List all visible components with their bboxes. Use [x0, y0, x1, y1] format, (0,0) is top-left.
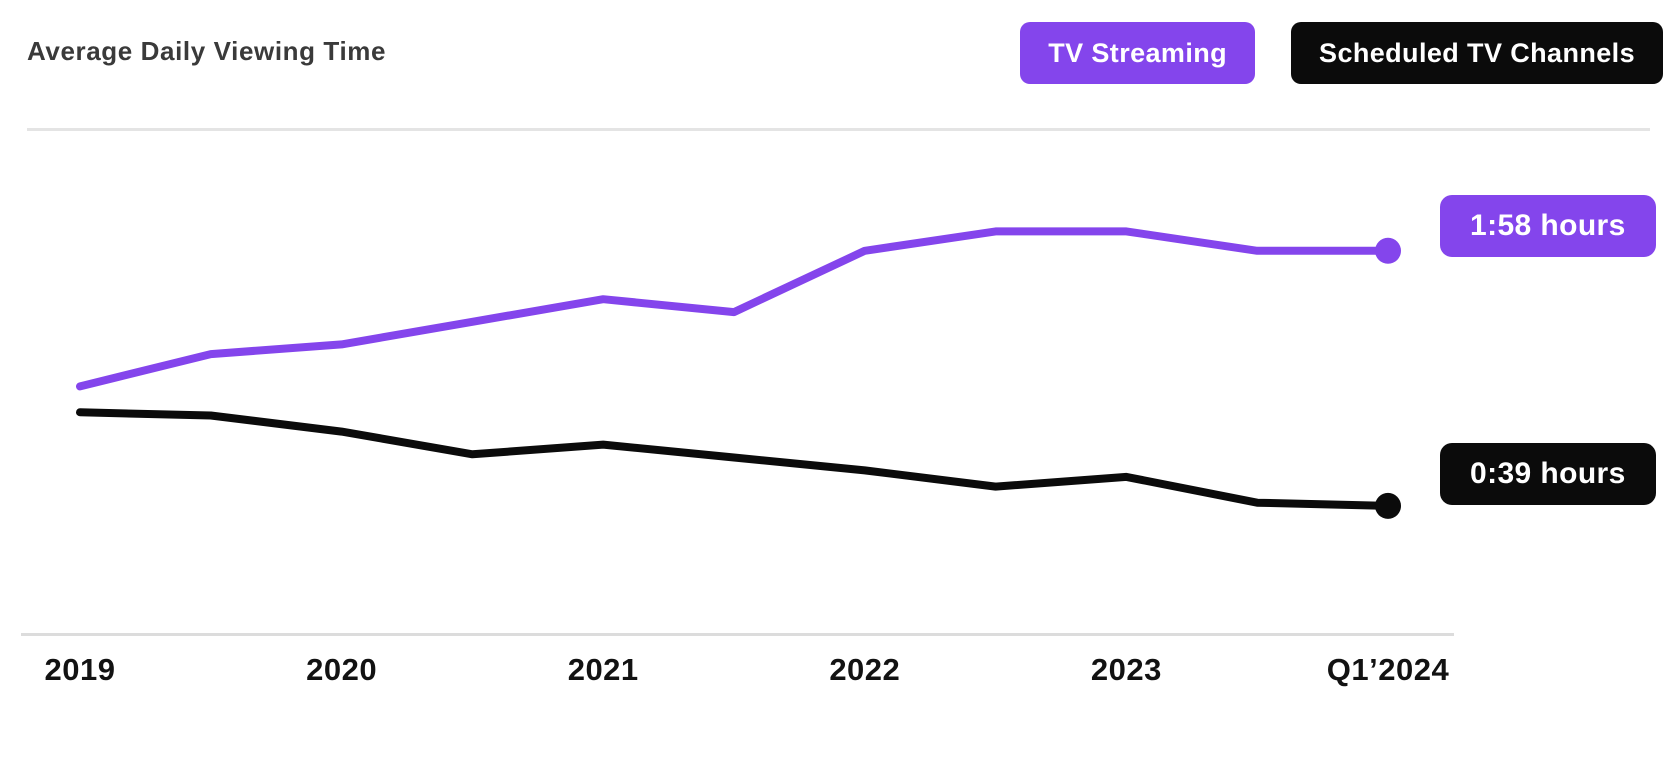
- x-axis-label: 2020: [306, 652, 378, 687]
- x-axis-label: 2023: [1090, 652, 1162, 687]
- legend: TV Streaming Scheduled TV Channels: [1020, 22, 1663, 84]
- x-axis-label: 2019: [44, 652, 116, 687]
- x-axis-line: [21, 633, 1454, 636]
- page-title: Average Daily Viewing Time: [27, 36, 387, 66]
- tv-streaming-value-label: 1:58 hours: [1470, 209, 1626, 242]
- header-divider: [27, 128, 1650, 131]
- scheduled-tv-endpoint-dot: [1375, 492, 1401, 519]
- x-axis-label: 2021: [567, 652, 639, 687]
- tv-streaming-value-badge: 1:58 hours: [1440, 195, 1656, 257]
- legend-label-tv-streaming: TV Streaming: [1048, 37, 1228, 68]
- x-axis-labels: 2019 2020 2021 2022 2023 Q1’2024: [0, 652, 1674, 696]
- tv-streaming-endpoint-dot: [1375, 237, 1401, 264]
- x-axis-label: 2022: [829, 652, 901, 687]
- legend-badge-tv-streaming[interactable]: TV Streaming: [1020, 22, 1256, 84]
- scheduled-tv-value-badge: 0:39 hours: [1440, 443, 1656, 505]
- tv-streaming-line: [76, 227, 1392, 391]
- scheduled-tv-line: [76, 408, 1392, 510]
- legend-badge-scheduled-tv[interactable]: Scheduled TV Channels: [1291, 22, 1663, 84]
- legend-label-scheduled-tv: Scheduled TV Channels: [1319, 37, 1635, 68]
- scheduled-tv-value-label: 0:39 hours: [1470, 457, 1626, 490]
- x-axis-label: Q1’2024: [1326, 652, 1450, 687]
